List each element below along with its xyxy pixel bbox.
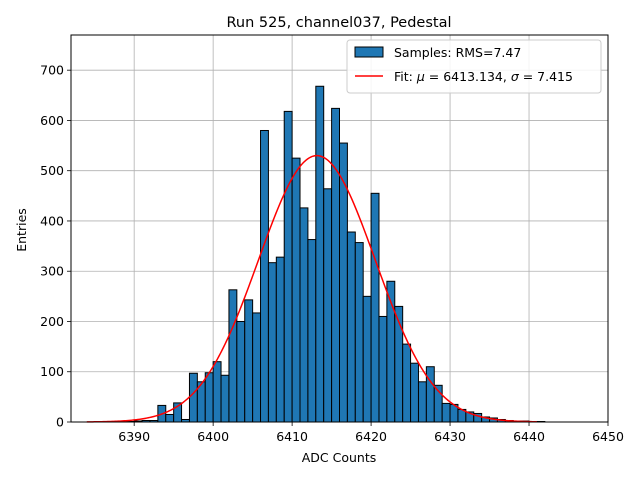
x-tick-label: 6440 xyxy=(513,429,545,444)
y-tick-label: 100 xyxy=(40,364,64,379)
histogram-bar xyxy=(204,372,214,423)
x-tick-label: 6450 xyxy=(592,429,624,444)
histogram-bar xyxy=(275,256,285,423)
histogram-bar xyxy=(339,142,348,423)
x-tick-label: 6430 xyxy=(434,429,466,444)
legend-mu-value: = 6413.134, xyxy=(425,69,511,84)
histogram-bar xyxy=(244,299,254,423)
histogram-bar xyxy=(260,129,269,423)
y-tick-label: 300 xyxy=(40,264,64,279)
histogram-bar xyxy=(441,402,451,423)
histogram-bar xyxy=(370,192,380,423)
legend: Samples: RMS=7.47 Fit: μ = 6413.134, σ =… xyxy=(346,39,602,94)
x-tick-label: 6410 xyxy=(276,429,308,444)
histogram-bar xyxy=(362,295,372,423)
histogram-bar xyxy=(299,207,309,423)
y-tick-label: 500 xyxy=(40,163,64,178)
axes-frame xyxy=(70,34,609,423)
fit-curve-layer xyxy=(86,154,537,423)
legend-box xyxy=(346,39,602,94)
histogram-bar xyxy=(212,361,222,423)
histogram-bar xyxy=(236,320,246,423)
legend-swatch-histogram xyxy=(354,46,384,58)
histogram-bar xyxy=(417,381,427,423)
histogram-bar xyxy=(402,343,412,423)
y-axis-label: Entries xyxy=(14,208,29,252)
histogram-bar xyxy=(228,289,238,423)
legend-label-fit: Fit: μ = 6413.134, σ = 7.415 xyxy=(394,69,573,84)
y-tick-label: 400 xyxy=(40,213,64,228)
legend-mu-symbol: μ xyxy=(416,69,425,84)
histogram-bar xyxy=(220,374,230,423)
x-axis-label: ADC Counts xyxy=(302,450,377,465)
y-tick-label: 200 xyxy=(40,314,64,329)
histogram-bar xyxy=(188,372,198,423)
histogram-bar xyxy=(165,413,175,423)
x-tick-label: 6400 xyxy=(197,429,229,444)
histogram-bar xyxy=(323,188,333,423)
fit-curve xyxy=(86,154,537,423)
legend-sigma-symbol: σ xyxy=(511,69,520,84)
histogram-bar xyxy=(315,85,325,423)
histogram-bar xyxy=(378,315,388,423)
histogram-bar xyxy=(267,262,277,423)
x-tick-label: 6390 xyxy=(118,429,150,444)
histogram-bar xyxy=(425,366,435,423)
legend-sigma-value: = 7.415 xyxy=(519,69,573,84)
histogram-bar xyxy=(354,242,364,423)
y-tick-label: 600 xyxy=(40,113,64,128)
histogram-bar xyxy=(307,239,317,423)
histogram-bar xyxy=(283,110,293,423)
legend-fit-prefix: Fit: xyxy=(394,69,417,84)
histogram-bar xyxy=(331,107,340,423)
y-tick-label: 700 xyxy=(40,63,64,78)
axis-ticks: 6390 6400 6410 6420 6430 6440 6450 0 100 200 300 40… xyxy=(40,63,624,444)
legend-label-histogram: Samples: RMS=7.47 xyxy=(394,45,521,60)
histogram-bar xyxy=(410,362,419,423)
histogram-bar xyxy=(346,231,356,423)
y-tick-label: 0 xyxy=(56,415,64,430)
x-tick-label: 6420 xyxy=(355,429,387,444)
histogram-bar xyxy=(291,157,301,423)
chart-title: Run 525, channel037, Pedestal xyxy=(226,15,451,31)
histogram-bar xyxy=(394,305,404,423)
histogram-bar xyxy=(252,312,262,423)
